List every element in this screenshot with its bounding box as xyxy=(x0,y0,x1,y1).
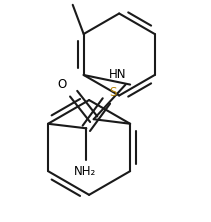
Text: HN: HN xyxy=(109,68,127,81)
Text: S: S xyxy=(109,86,116,99)
Text: NH₂: NH₂ xyxy=(74,165,97,178)
Text: O: O xyxy=(57,78,66,91)
